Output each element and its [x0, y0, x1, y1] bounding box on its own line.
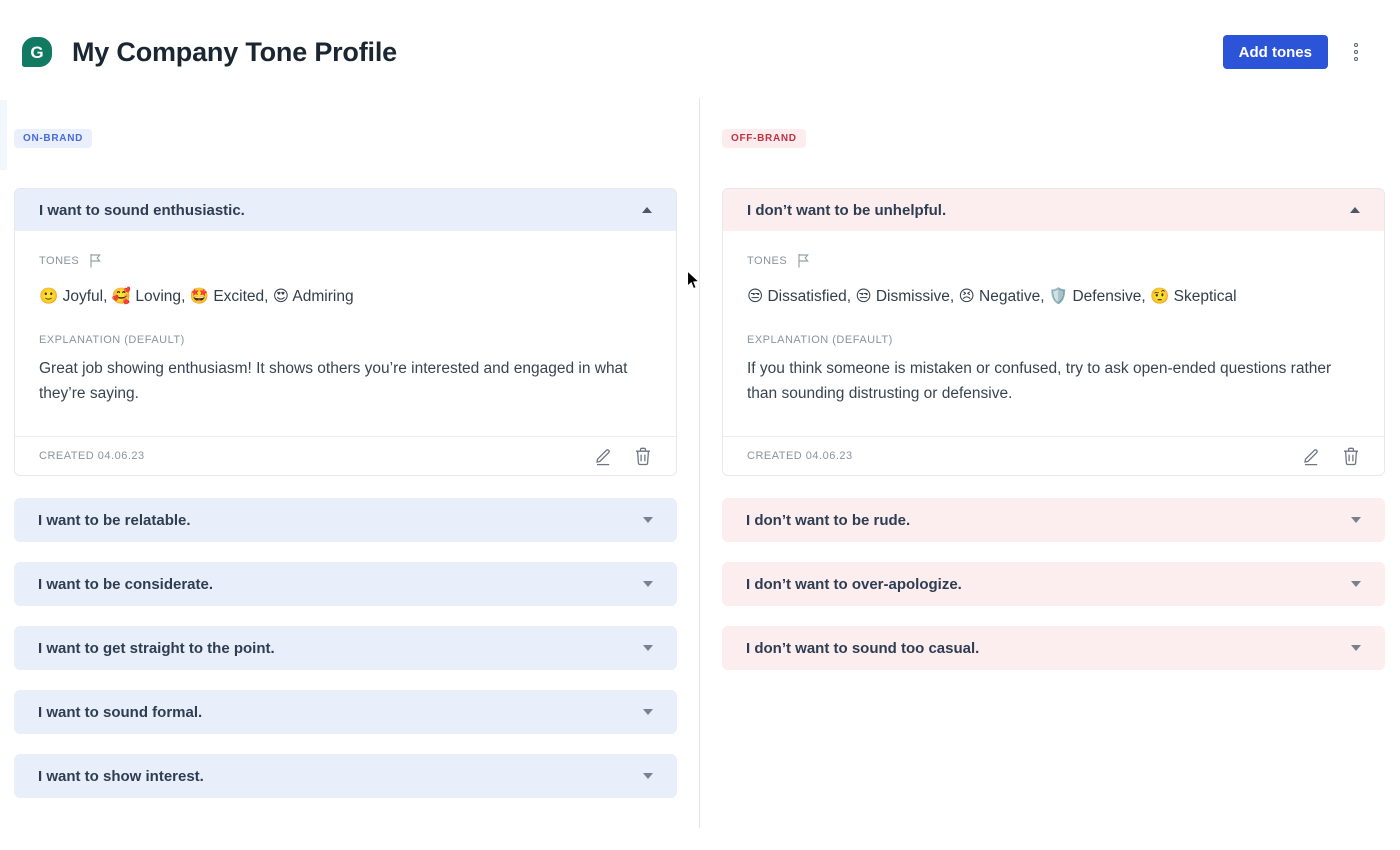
- add-tones-button[interactable]: Add tones: [1222, 35, 1328, 69]
- tone-name: Joyful: [62, 288, 104, 305]
- expand-arrow-icon[interactable]: [1351, 581, 1361, 587]
- tone-emoji: 🤨: [1150, 288, 1170, 305]
- tones-list: 🙂 Joyful 🥰 Loving 🤩 Excited 😍 Admiring: [39, 287, 652, 306]
- tone-emoji: 🥰: [111, 288, 132, 305]
- explanation-label: EXPLANATION (DEFAULT): [39, 334, 185, 346]
- expand-arrow-icon[interactable]: [643, 645, 653, 651]
- page-header: G My Company Tone Profile Add tones: [0, 0, 1400, 104]
- tone-row-collapsed[interactable]: I want to show interest.: [14, 754, 677, 798]
- tone-item: 🤩 Excited: [190, 288, 273, 305]
- tone-row-title: I want to be relatable.: [38, 511, 191, 529]
- tone-row-collapsed[interactable]: I want to get straight to the point.: [14, 626, 677, 670]
- explanation-text: Great job showing enthusiasm! It shows o…: [39, 360, 628, 402]
- tone-card-footer: CREATED 04.06.23: [723, 436, 1384, 475]
- tone-emoji: 🙂: [39, 288, 59, 305]
- collapse-arrow-icon[interactable]: [642, 207, 652, 213]
- expand-arrow-icon[interactable]: [643, 517, 653, 523]
- collapse-arrow-icon[interactable]: [1350, 207, 1360, 213]
- tone-row-collapsed[interactable]: I don’t want to be rude.: [722, 498, 1385, 542]
- tone-card-expanded: I want to sound enthusiastic. TONES 🙂 Jo…: [14, 188, 677, 476]
- tone-row-collapsed[interactable]: I don’t want to over-apologize.: [722, 562, 1385, 606]
- tone-card-title: I don’t want to be unhelpful.: [747, 201, 947, 219]
- tone-row-title: I want to show interest.: [38, 767, 204, 785]
- tone-name: Admiring: [292, 288, 354, 305]
- tones-label: TONES: [39, 254, 80, 267]
- tone-item: 😒 Dismissive: [855, 288, 958, 305]
- tone-row-title: I don’t want to be rude.: [746, 511, 911, 529]
- tone-row-title: I don’t want to sound too casual.: [746, 639, 980, 657]
- tone-emoji: 🛡️: [1048, 288, 1069, 305]
- tones-list: 😒 Dissatisfied 😒 Dismissive 😣 Negative 🛡…: [747, 287, 1360, 306]
- grammarly-logo-icon: G: [22, 37, 52, 67]
- tone-item: 🙂 Joyful: [39, 288, 112, 305]
- tone-card-header[interactable]: I don’t want to be unhelpful.: [723, 189, 1384, 231]
- delete-icon[interactable]: [634, 446, 652, 466]
- tone-name: Dissatisfied: [767, 288, 847, 305]
- edit-icon[interactable]: [1301, 446, 1321, 466]
- tone-name: Skeptical: [1173, 288, 1237, 305]
- tone-name: Loving: [135, 288, 182, 305]
- tones-label: TONES: [747, 254, 788, 267]
- tone-card-header[interactable]: I want to sound enthusiastic.: [15, 189, 676, 231]
- tone-emoji: 😣: [958, 288, 975, 305]
- off-brand-badge: OFF-BRAND: [722, 129, 806, 148]
- created-date: CREATED 04.06.23: [39, 450, 145, 462]
- tone-card-title: I want to sound enthusiastic.: [39, 201, 245, 219]
- logo-letter: G: [30, 42, 44, 62]
- column-divider: [699, 98, 700, 828]
- tone-row-title: I don’t want to over-apologize.: [746, 575, 962, 593]
- expand-arrow-icon[interactable]: [643, 709, 653, 715]
- expand-arrow-icon[interactable]: [1351, 645, 1361, 651]
- tone-card-body: TONES 🙂 Joyful 🥰 Loving 🤩 Excited 😍 Admi…: [15, 231, 676, 436]
- expand-arrow-icon[interactable]: [1351, 517, 1361, 523]
- flag-icon[interactable]: [88, 253, 102, 268]
- tone-row-title: I want to sound formal.: [38, 703, 203, 721]
- tone-row-collapsed[interactable]: I want to be relatable.: [14, 498, 677, 542]
- tone-emoji: 😍: [272, 288, 289, 305]
- explanation-label: EXPLANATION (DEFAULT): [747, 334, 893, 346]
- created-date: CREATED 04.06.23: [747, 450, 853, 462]
- tone-emoji: 😒: [855, 288, 872, 305]
- expand-arrow-icon[interactable]: [643, 773, 653, 779]
- left-edge-strip: [0, 100, 7, 170]
- edit-icon[interactable]: [593, 446, 613, 466]
- tone-card-expanded: I don’t want to be unhelpful. TONES 😒 Di…: [722, 188, 1385, 476]
- off-brand-column: OFF-BRAND I don’t want to be unhelpful. …: [722, 104, 1385, 670]
- tone-name: Dismissive: [875, 288, 950, 305]
- on-brand-badge: ON-BRAND: [14, 129, 93, 148]
- tone-item: 😒 Dissatisfied: [747, 288, 855, 305]
- main-content: ON-BRAND I want to sound enthusiastic. T…: [0, 98, 1400, 850]
- tone-name: Excited: [213, 288, 265, 305]
- explanation-text: If you think someone is mistaken or conf…: [747, 360, 1332, 402]
- tone-item: 🤨 Skeptical: [1150, 288, 1237, 305]
- tone-item: 😍 Admiring: [273, 288, 354, 305]
- tone-row-title: I want to be considerate.: [38, 575, 214, 593]
- tone-row-collapsed[interactable]: I don’t want to sound too casual.: [722, 626, 1385, 670]
- overflow-menu-icon[interactable]: [1338, 35, 1374, 69]
- tone-item: 🛡️ Defensive: [1049, 288, 1150, 305]
- tone-emoji: 😒: [747, 288, 764, 305]
- on-brand-column: ON-BRAND I want to sound enthusiastic. T…: [14, 104, 677, 798]
- expand-arrow-icon[interactable]: [643, 581, 653, 587]
- tone-name: Negative: [979, 288, 1041, 305]
- tone-row-title: I want to get straight to the point.: [38, 639, 275, 657]
- flag-icon[interactable]: [796, 253, 810, 268]
- tone-row-collapsed[interactable]: I want to sound formal.: [14, 690, 677, 734]
- tone-card-footer: CREATED 04.06.23: [15, 436, 676, 475]
- delete-icon[interactable]: [1342, 446, 1360, 466]
- tone-name: Defensive: [1072, 288, 1142, 305]
- tone-row-collapsed[interactable]: I want to be considerate.: [14, 562, 677, 606]
- tone-emoji: 🤩: [189, 288, 209, 305]
- page-title: My Company Tone Profile: [72, 36, 397, 67]
- tone-card-body: TONES 😒 Dissatisfied 😒 Dismissive 😣 Nega…: [723, 231, 1384, 436]
- tone-item: 😣 Negative: [959, 288, 1049, 305]
- tone-item: 🥰 Loving: [112, 288, 190, 305]
